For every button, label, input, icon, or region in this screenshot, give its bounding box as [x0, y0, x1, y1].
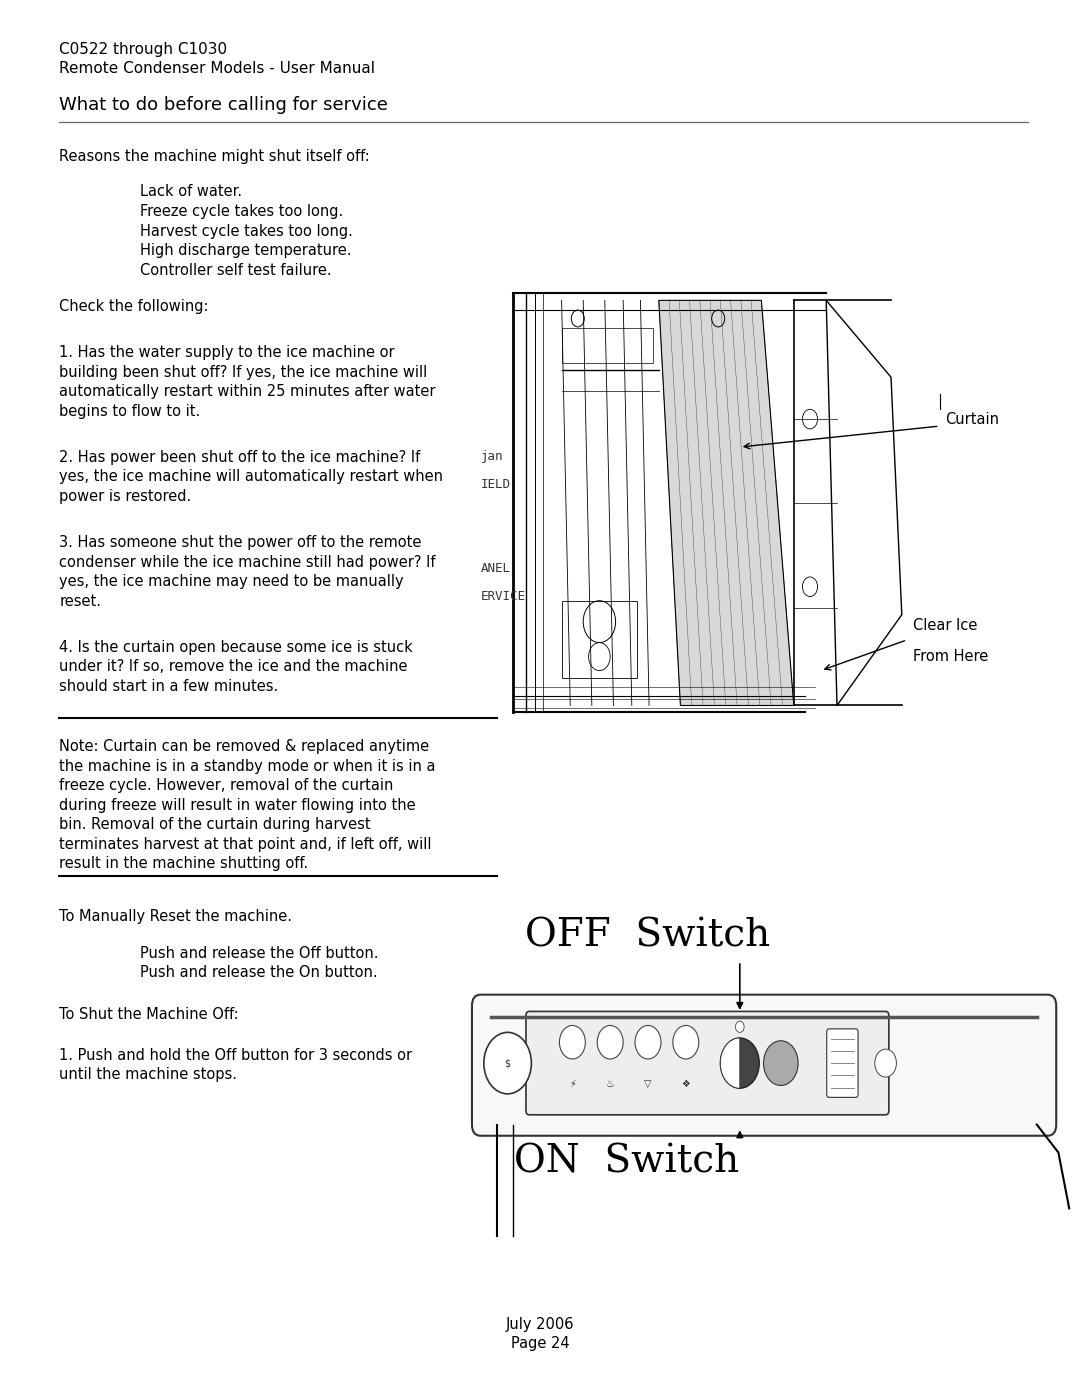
Text: July 2006: July 2006	[505, 1317, 575, 1331]
FancyBboxPatch shape	[472, 995, 1056, 1136]
Text: To Manually Reset the machine.: To Manually Reset the machine.	[59, 909, 293, 925]
Text: Curtain: Curtain	[945, 412, 999, 426]
Text: 3. Has someone shut the power off to the remote: 3. Has someone shut the power off to the…	[59, 535, 422, 550]
Text: 1. Has the water supply to the ice machine or: 1. Has the water supply to the ice machi…	[59, 345, 395, 360]
Text: bin. Removal of the curtain during harvest: bin. Removal of the curtain during harve…	[59, 817, 372, 833]
Text: Push and release the On button.: Push and release the On button.	[140, 965, 378, 981]
Text: yes, the ice machine may need to be manually: yes, the ice machine may need to be manu…	[59, 574, 404, 590]
Text: $: $	[504, 1058, 511, 1069]
Text: To Shut the Machine Off:: To Shut the Machine Off:	[59, 1007, 239, 1023]
Text: should start in a few minutes.: should start in a few minutes.	[59, 679, 279, 694]
Text: power is restored.: power is restored.	[59, 489, 191, 504]
Text: result in the machine shutting off.: result in the machine shutting off.	[59, 856, 309, 872]
Text: Lack of water.: Lack of water.	[140, 184, 243, 200]
Text: during freeze will result in water flowing into the: during freeze will result in water flowi…	[59, 798, 416, 813]
Circle shape	[559, 1025, 585, 1059]
Text: Check the following:: Check the following:	[59, 299, 208, 314]
Text: the machine is in a standby mode or when it is in a: the machine is in a standby mode or when…	[59, 759, 436, 774]
Text: Freeze cycle takes too long.: Freeze cycle takes too long.	[140, 204, 343, 219]
FancyBboxPatch shape	[526, 1011, 889, 1115]
Text: High discharge temperature.: High discharge temperature.	[140, 243, 352, 258]
Polygon shape	[659, 300, 794, 705]
Circle shape	[720, 1038, 759, 1088]
Text: Clear Ice: Clear Ice	[913, 619, 977, 633]
Text: terminates harvest at that point and, if left off, will: terminates harvest at that point and, if…	[59, 837, 432, 852]
Text: 4. Is the curtain open because some ice is stuck: 4. Is the curtain open because some ice …	[59, 640, 414, 655]
Circle shape	[484, 1032, 531, 1094]
Text: ♨: ♨	[606, 1078, 615, 1090]
Circle shape	[735, 1021, 744, 1032]
Text: building been shut off? If yes, the ice machine will: building been shut off? If yes, the ice …	[59, 365, 428, 380]
Text: begins to flow to it.: begins to flow to it.	[59, 404, 201, 419]
Text: Note: Curtain can be removed & replaced anytime: Note: Curtain can be removed & replaced …	[59, 739, 430, 754]
Circle shape	[635, 1025, 661, 1059]
Circle shape	[673, 1025, 699, 1059]
Text: reset.: reset.	[59, 594, 102, 609]
Text: What to do before calling for service: What to do before calling for service	[59, 96, 389, 115]
Bar	[562, 328, 653, 363]
Text: ERVICE: ERVICE	[481, 590, 526, 602]
Wedge shape	[720, 1038, 740, 1088]
Text: Reasons the machine might shut itself off:: Reasons the machine might shut itself of…	[59, 149, 370, 165]
Text: condenser while the ice machine still had power? If: condenser while the ice machine still ha…	[59, 555, 436, 570]
Text: Remote Condenser Models - User Manual: Remote Condenser Models - User Manual	[59, 61, 376, 77]
Text: yes, the ice machine will automatically restart when: yes, the ice machine will automatically …	[59, 469, 444, 485]
FancyBboxPatch shape	[827, 1028, 859, 1098]
Text: jan: jan	[481, 450, 503, 462]
Text: freeze cycle. However, removal of the curtain: freeze cycle. However, removal of the cu…	[59, 778, 394, 793]
Circle shape	[764, 1041, 798, 1085]
Text: ❖: ❖	[681, 1078, 690, 1090]
Text: Harvest cycle takes too long.: Harvest cycle takes too long.	[140, 224, 353, 239]
Text: IELD: IELD	[481, 478, 511, 490]
Text: ▽: ▽	[645, 1078, 651, 1090]
Circle shape	[875, 1049, 896, 1077]
Text: until the machine stops.: until the machine stops.	[59, 1067, 238, 1083]
Bar	[562, 601, 637, 678]
Text: From Here: From Here	[913, 650, 988, 664]
Text: ANEL: ANEL	[481, 562, 511, 574]
Text: OFF  Switch: OFF Switch	[525, 918, 771, 954]
Text: ⚡: ⚡	[569, 1078, 576, 1090]
Circle shape	[597, 1025, 623, 1059]
Text: C0522 through C1030: C0522 through C1030	[59, 42, 228, 57]
Text: ON  Switch: ON Switch	[514, 1144, 739, 1180]
Text: Page 24: Page 24	[511, 1337, 569, 1351]
Text: 2. Has power been shut off to the ice machine? If: 2. Has power been shut off to the ice ma…	[59, 450, 420, 465]
Text: automatically restart within 25 minutes after water: automatically restart within 25 minutes …	[59, 384, 436, 400]
Text: under it? If so, remove the ice and the machine: under it? If so, remove the ice and the …	[59, 659, 408, 675]
Text: 1. Push and hold the Off button for 3 seconds or: 1. Push and hold the Off button for 3 se…	[59, 1048, 413, 1063]
Text: Controller self test failure.: Controller self test failure.	[140, 263, 332, 278]
Text: Push and release the Off button.: Push and release the Off button.	[140, 946, 379, 961]
